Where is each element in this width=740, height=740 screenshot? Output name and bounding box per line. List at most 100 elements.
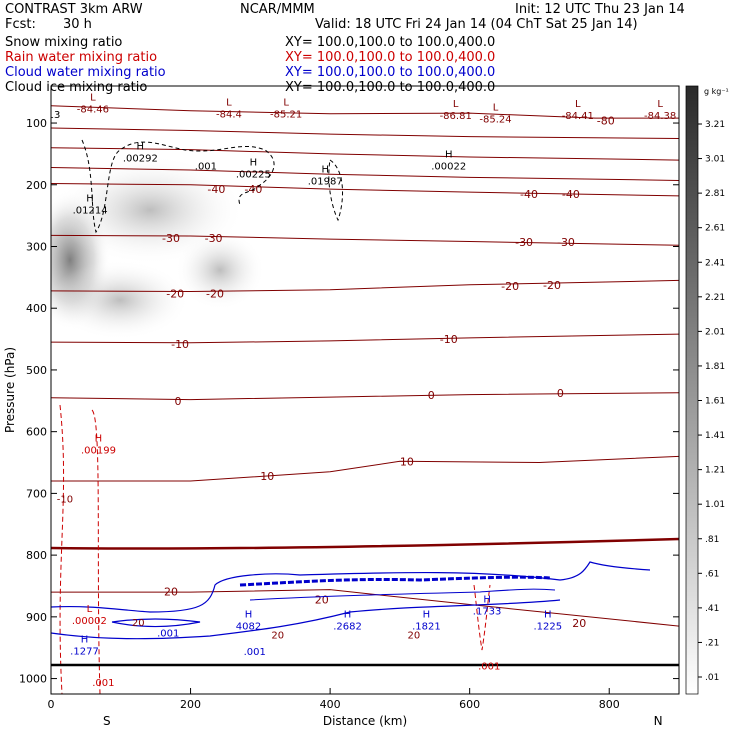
temperature-contours: -80-40 -40 -40 -40-30 -30 -30 -30-20 -20-20 -20-… — [51, 105, 679, 630]
y-tick-label: 300 — [26, 240, 47, 253]
x-endpoint-left: S — [103, 714, 111, 728]
rain-water-dashed-contour — [91, 409, 101, 694]
colorbar-label: .61 — [705, 569, 719, 579]
colorbar-label: 1.01 — [705, 500, 725, 510]
temperature-contour — [51, 166, 679, 181]
temperature-contour — [51, 455, 679, 482]
center-name: NCAR/MMM — [240, 2, 315, 17]
x-endpoint-right: N — [654, 714, 663, 728]
x-tick-label: 200 — [180, 698, 201, 711]
high-letter: H — [483, 595, 491, 606]
contour-label: 20 — [572, 617, 586, 630]
high-marker: H.1225 — [533, 609, 562, 632]
temperature-contour — [51, 392, 679, 401]
field-contour-label: .001 — [92, 678, 114, 689]
high-marker: H.01987 — [308, 164, 343, 187]
field-name-cloud-water: Cloud water mixing ratio — [5, 65, 166, 80]
field-xy-snow: XY= 100.0,100.0 to 100.0,400.0 — [285, 35, 496, 50]
contour-label: 0 — [428, 389, 435, 402]
cloud-water-contour — [111, 618, 201, 628]
colorbar-label: 2.61 — [705, 224, 725, 234]
low-value: .00002 — [72, 616, 107, 627]
colorbar-label: 3.01 — [705, 155, 725, 165]
forecast-label: Fcst: — [5, 17, 36, 32]
high-letter: H — [321, 164, 329, 175]
x-tick-label: 800 — [599, 698, 620, 711]
field-contour-label: 20 — [271, 630, 284, 641]
y-tick-label: 1000 — [19, 673, 47, 686]
high-value: .00199 — [81, 445, 116, 456]
forecast-value: 30 h — [63, 17, 92, 32]
low-value: -85.24 — [479, 115, 511, 126]
field-name-snow: Snow mixing ratio — [5, 35, 123, 50]
colorbar-label: .41 — [705, 604, 719, 614]
contour-label: -20 — [166, 287, 184, 300]
x-axis-label: Distance (km) — [323, 714, 407, 728]
contour-label: 0 — [174, 395, 181, 408]
colorbar-label: .81 — [705, 535, 719, 545]
high-value: .01214 — [73, 205, 108, 216]
high-letter: H — [423, 609, 431, 620]
rain-water-dashed-contour — [59, 404, 65, 694]
field-contour-label: -10 — [57, 495, 73, 506]
low-value: -84.4 — [216, 110, 242, 121]
low-letter: L — [493, 103, 499, 114]
low-marker: L-86.81 — [440, 99, 472, 122]
valid-time: Valid: 18 UTC Fri 24 Jan 14 (04 ChT Sat … — [315, 17, 638, 32]
rain-water-dashed-contour — [473, 584, 491, 651]
high-value: .00225 — [236, 170, 271, 181]
field-contour-label: 20 — [407, 630, 420, 641]
colorbar-label: 1.41 — [705, 431, 725, 441]
high-letter: H — [95, 433, 103, 444]
field-name-rain: Rain water mixing ratio — [5, 50, 158, 65]
low-letter: L — [575, 99, 581, 110]
y-tick-label: 200 — [26, 179, 47, 192]
high-marker: H.00225 — [236, 158, 271, 181]
colorbar-label: .01 — [705, 673, 719, 683]
field-contour-label: 20 — [132, 618, 145, 629]
x-tick-label: 400 — [320, 698, 341, 711]
low-marker: L-84.46 — [77, 93, 109, 116]
temperature-contour — [51, 234, 679, 246]
contour-label: -20 — [501, 280, 519, 293]
low-value: -84.41 — [562, 111, 594, 122]
snow-shading-lower — [51, 260, 190, 340]
y-axis-label: Pressure (hPa) — [3, 347, 17, 433]
high-marker: H.00199 — [81, 433, 116, 456]
low-marker: L-85.24 — [479, 103, 511, 126]
snow-shading-right — [175, 230, 265, 310]
low-value: -84.38 — [644, 111, 676, 122]
x-tick-label: 600 — [459, 698, 480, 711]
colorbar-label: .21 — [705, 638, 719, 648]
temperature-contour — [51, 589, 679, 627]
contour-label: -30 — [557, 236, 575, 249]
y-tick-label: 500 — [26, 364, 47, 377]
contour-label: -10 — [171, 338, 189, 351]
contour-label: 10 — [400, 455, 414, 468]
plot-area: -80-40 -40 -40 -40-30 -30 -30 -30-20 -20-20 -20-… — [44, 93, 679, 694]
cloud-water-contour — [249, 588, 556, 601]
high-value: .01987 — [308, 176, 343, 187]
contour-label: -20 — [543, 279, 561, 292]
field-contour-label: .13 — [44, 110, 60, 121]
low-letter: L — [87, 604, 93, 615]
y-tick-label: 800 — [26, 549, 47, 562]
high-value: .1225 — [533, 621, 562, 632]
low-value: -84.46 — [77, 105, 109, 116]
contour-label: -40 — [520, 188, 538, 201]
high-letter: H — [344, 609, 352, 620]
colorbar-label: 2.81 — [705, 189, 725, 199]
plot-frame — [50, 85, 680, 695]
colorbar-label: 2.41 — [705, 258, 725, 268]
low-marker: L-84.38 — [644, 99, 676, 122]
high-marker: H.00292 — [123, 141, 158, 164]
colorbar-label: 3.21 — [705, 120, 725, 130]
init-time: Init: 12 UTC Thu 23 Jan 14 — [515, 2, 685, 17]
high-letter: H — [544, 609, 552, 620]
field-contour-label: .001 — [478, 661, 500, 672]
field-xy-cloud-ice: XY= 100.0,100.0 to 100.0,400.0 — [285, 80, 496, 95]
field-contour-label: .001 — [195, 161, 217, 172]
contour-label: 20 — [164, 586, 178, 599]
colorbar-unit: g kg⁻¹ — [704, 87, 729, 96]
